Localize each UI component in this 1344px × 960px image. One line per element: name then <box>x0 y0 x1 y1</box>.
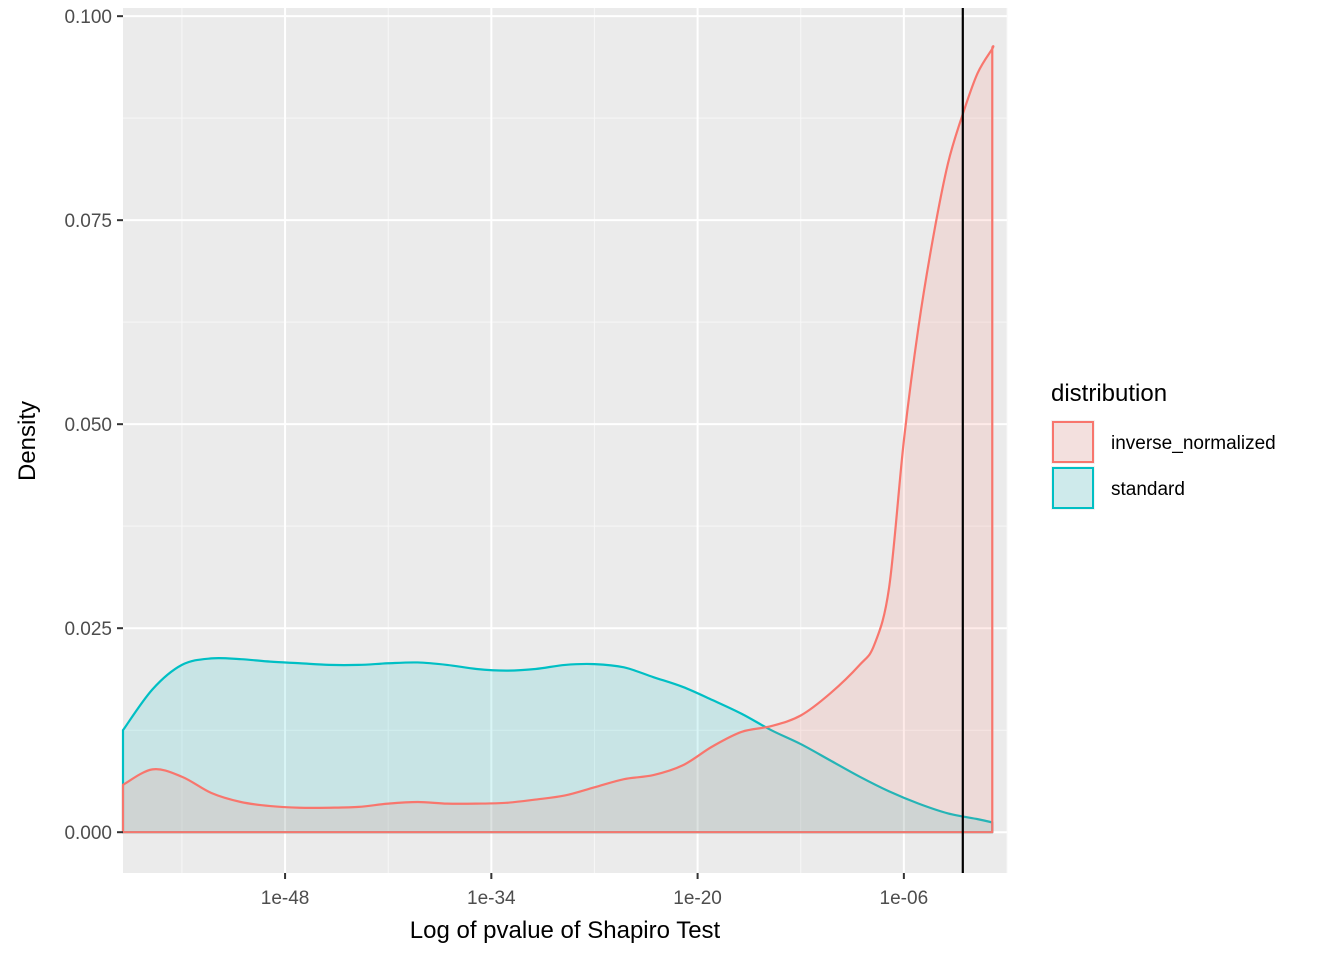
legend-key-bg-inverse_normalized <box>1051 420 1095 464</box>
y-tick-label: 0.025 <box>64 619 112 640</box>
x-tick-label: 1e-34 <box>467 888 516 909</box>
legend-key-inverse_normalized <box>1052 421 1094 463</box>
legend: distribution inverse_normalized standard <box>1051 380 1276 510</box>
y-tick-label: 0.075 <box>64 211 112 232</box>
legend-key-standard <box>1052 467 1094 509</box>
x-axis-title: Log of pvalue of Shapiro Test <box>410 917 721 944</box>
legend-key-bg-standard <box>1051 466 1095 510</box>
x-tick-label: 1e-20 <box>673 888 722 909</box>
density-area-standard <box>123 658 993 833</box>
density-series <box>121 45 995 834</box>
y-tick-label: 0.050 <box>64 415 112 436</box>
x-tick-label: 1e-06 <box>880 888 929 909</box>
density-area-inverse_normalized <box>123 46 994 833</box>
plot-panel <box>123 8 1007 873</box>
x-axis: 1e-48 1e-34 1e-20 1e-06 <box>261 873 928 909</box>
legend-label-standard: standard <box>1111 479 1185 500</box>
legend-label-inverse_normalized: inverse_normalized <box>1111 433 1276 454</box>
y-axis-title: Density <box>14 401 41 481</box>
y-axis: 0.000 0.025 0.050 0.075 0.100 <box>64 7 123 844</box>
density-line-inverse_normalized <box>121 45 995 834</box>
legend-title: distribution <box>1051 380 1167 407</box>
minor-gridlines <box>123 8 1008 873</box>
x-tick-label: 1e-48 <box>261 888 310 909</box>
density-line-standard <box>121 656 994 834</box>
y-tick-label: 0.100 <box>64 7 112 28</box>
y-tick-label: 0.000 <box>64 823 112 844</box>
